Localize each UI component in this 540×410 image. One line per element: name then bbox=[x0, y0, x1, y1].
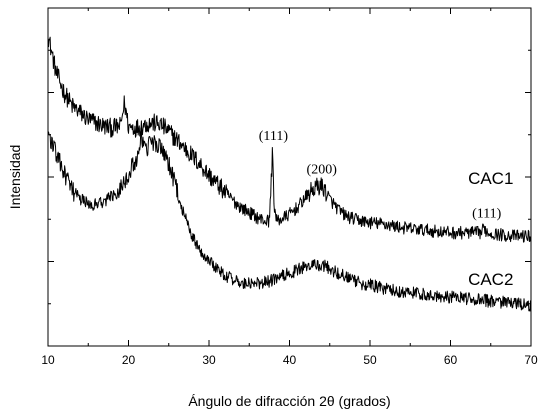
plot-area bbox=[47, 36, 532, 312]
peak-annotation: (111) bbox=[472, 207, 502, 222]
y-axis-label: Intensidad bbox=[7, 145, 23, 210]
x-tick-label: 50 bbox=[363, 353, 377, 367]
x-tick-label: 30 bbox=[202, 353, 216, 367]
x-tick-label: 20 bbox=[122, 353, 136, 367]
series-label-cac2: CAC2 bbox=[468, 270, 513, 289]
x-axis-label: Ángulo de difracción 2θ (grados) bbox=[188, 393, 390, 409]
peak-annotation: (200) bbox=[307, 163, 338, 178]
x-tick-label: 60 bbox=[444, 353, 458, 367]
series-line-cac1 bbox=[47, 36, 532, 243]
chart-text: 10 20 30 40 50 60 70 Ángulo de difracción 2θ (g… bbox=[7, 129, 538, 409]
x-tick-label: 40 bbox=[283, 353, 297, 367]
axes bbox=[47, 7, 532, 347]
x-tick-label: 70 bbox=[524, 353, 538, 367]
peak-annotation: (111) bbox=[259, 129, 289, 144]
x-tick-label: 10 bbox=[41, 353, 55, 367]
series-line-cac2 bbox=[47, 127, 532, 312]
series-label-cac1: CAC1 bbox=[468, 169, 513, 188]
